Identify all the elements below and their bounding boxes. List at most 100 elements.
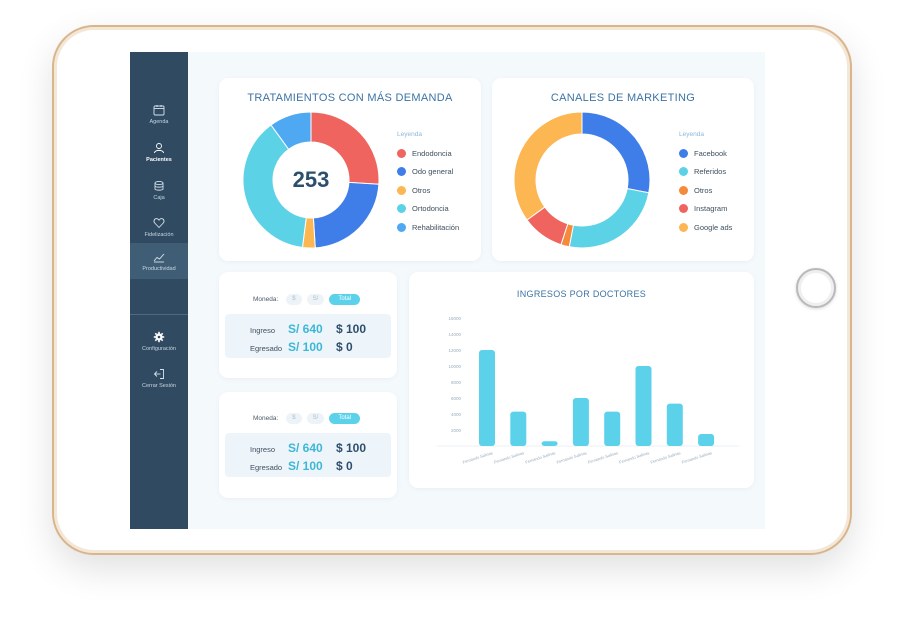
chart-line-icon [153, 253, 165, 262]
legend-title: Leyenda [679, 131, 704, 138]
currency-option-dollar[interactable]: $ [286, 294, 302, 305]
amount-dollars: $ 0 [336, 459, 353, 473]
y-tick-label: 2000 [451, 428, 462, 433]
sidebar-item-cerrar-sesion[interactable]: Cerrar Sesión [130, 360, 188, 396]
legend-item-odo-general: Odo general [397, 163, 459, 182]
currency-selector: Moneda: $ S/ Total [253, 413, 360, 424]
legend-item-otros: Otros [397, 181, 459, 200]
sidebar-item-label: Productividad [142, 265, 176, 272]
legend-item-referidos: Referidos [679, 163, 732, 182]
revenue-bar-chart: 16000 14000 12000 10000 8000 6000 4000 2000 Fern… [437, 316, 739, 465]
legend-label: Endodoncia [412, 148, 452, 158]
legend-item-rehabilitacion: Rehabilitación [397, 218, 459, 237]
legend-dot [397, 185, 406, 195]
legend-dot [397, 222, 406, 232]
home-button[interactable] [796, 268, 836, 308]
treatments-title: TRATAMIENTOS CON MÁS DEMANDA [247, 92, 453, 104]
sidebar-item-productividad[interactable]: Productividad [130, 243, 188, 279]
treatments-donut [242, 111, 380, 249]
bar [666, 403, 683, 446]
app-screen: Agenda Pacientes Caja Fidelización Produ… [130, 52, 765, 529]
currency-option-dollar[interactable]: $ [286, 413, 302, 424]
x-tick-label: Fernando Salinas [681, 450, 712, 464]
legend-dot [397, 167, 406, 177]
amount-row-ingreso: Ingreso S/ 640 $ 100 [250, 322, 366, 336]
sidebar-item-configuracion[interactable]: Configuración [130, 323, 188, 359]
bar [604, 411, 621, 446]
legend-item-google-ads: Google ads [679, 218, 732, 237]
legend-item-endodoncia: Endodoncia [397, 144, 459, 163]
legend-label: Rehabilitación [412, 222, 460, 232]
bar [698, 434, 715, 446]
sidebar-item-fidelizacion[interactable]: Fidelización [130, 209, 188, 245]
legend-item-ortodoncia: Ortodoncia [397, 200, 459, 219]
amount-soles: S/ 100 [288, 459, 323, 473]
legend-label: Otros [412, 185, 431, 195]
currency-option-soles[interactable]: S/ [306, 413, 325, 424]
legend-item-facebook: Facebook [679, 144, 732, 163]
amount-label: Egresado [250, 344, 283, 353]
x-tick-label: Fernando Salinas [493, 450, 524, 464]
donut-slice-rehabilitaci-n [270, 111, 312, 150]
treatments-card: TRATAMIENTOS CON MÁS DEMANDA 253 Leyenda… [219, 78, 481, 261]
donut-slice-ortodoncia [242, 124, 307, 249]
treatments-total: 253 [292, 167, 330, 192]
legend-label: Instagram [694, 204, 728, 214]
sidebar-item-agenda[interactable]: Agenda [130, 96, 188, 132]
amount-soles: S/ 640 [288, 322, 323, 336]
sidebar-divider [130, 314, 188, 315]
user-icon [154, 142, 164, 153]
amount-summary: Ingreso S/ 640 $ 100 Egresado S/ 100 $ 0 [225, 314, 391, 358]
y-tick-label: 14000 [448, 332, 461, 337]
currency-label: Moneda: [253, 296, 279, 303]
x-tick-label: Fernando Salinas [525, 450, 556, 464]
amount-label: Egresado [250, 463, 283, 472]
chart-title: INGRESOS POR DOCTORES [516, 289, 647, 299]
cash-card: Moneda: $ S/ Total Ingreso S/ 640 $ 100 … [219, 272, 397, 378]
bar [572, 398, 589, 446]
currency-toggle: $ S/ Total [286, 294, 360, 305]
bar [635, 366, 652, 446]
marketing-card: CANALES DE MARKETING Leyenda Facebook Re… [492, 78, 754, 261]
currency-option-total[interactable]: Total [329, 413, 360, 424]
sidebar: Agenda Pacientes Caja Fidelización Produ… [130, 52, 188, 529]
sidebar-item-label: Pacientes [146, 156, 172, 163]
marketing-donut [513, 111, 651, 249]
legend-label: Odo general [412, 167, 454, 177]
legend-label: Otros [694, 185, 713, 195]
currency-selector: Moneda: $ S/ Total [253, 294, 360, 305]
donut-slice-google-ads [513, 111, 583, 221]
amount-row-egresado: Egresado S/ 100 $ 0 [250, 459, 353, 473]
legend-label: Referidos [694, 167, 727, 177]
currency-option-soles[interactable]: S/ [306, 294, 325, 305]
cash-card: Moneda: $ S/ Total Ingreso S/ 640 $ 100 … [219, 392, 397, 498]
currency-option-total[interactable]: Total [329, 294, 360, 305]
y-tick-label: 8000 [451, 380, 462, 385]
x-tick-label: Fernando Salinas [618, 450, 649, 464]
marketing-legend: Leyenda Facebook Referidos Otros Instagr… [679, 131, 732, 237]
y-tick-label: 16000 [448, 316, 461, 321]
coins-icon [154, 180, 164, 191]
amount-dollars: $ 0 [336, 340, 353, 354]
legend-dot [397, 204, 406, 214]
y-tick-label: 12000 [448, 348, 461, 353]
legend-label: Facebook [694, 148, 727, 158]
sidebar-item-pacientes[interactable]: Pacientes [130, 134, 188, 170]
sidebar-item-label: Fidelización [144, 231, 174, 238]
sidebar-item-label: Configuración [142, 345, 176, 352]
revenue-by-doctor-card: INGRESOS POR DOCTORES 16000 14000 12000 100… [409, 272, 754, 488]
x-tick-label: Fernando Salinas [650, 450, 681, 464]
logout-icon [153, 368, 164, 379]
sidebar-item-label: Cerrar Sesión [142, 382, 176, 389]
sidebar-item-label: Agenda [149, 118, 169, 125]
legend-title: Leyenda [397, 131, 422, 138]
legend-dot [679, 148, 688, 158]
sidebar-item-label: Caja [153, 194, 165, 201]
legend-dot [679, 204, 688, 214]
gear-icon [153, 331, 165, 342]
legend-dot [397, 148, 406, 158]
sidebar-item-caja[interactable]: Caja [130, 172, 188, 208]
legend-label: Google ads [694, 222, 733, 232]
amount-summary: Ingreso S/ 640 $ 100 Egresado S/ 100 $ 0 [225, 433, 391, 477]
treatments-legend: Leyenda Endodoncia Odo general Otros Ort… [397, 131, 459, 237]
